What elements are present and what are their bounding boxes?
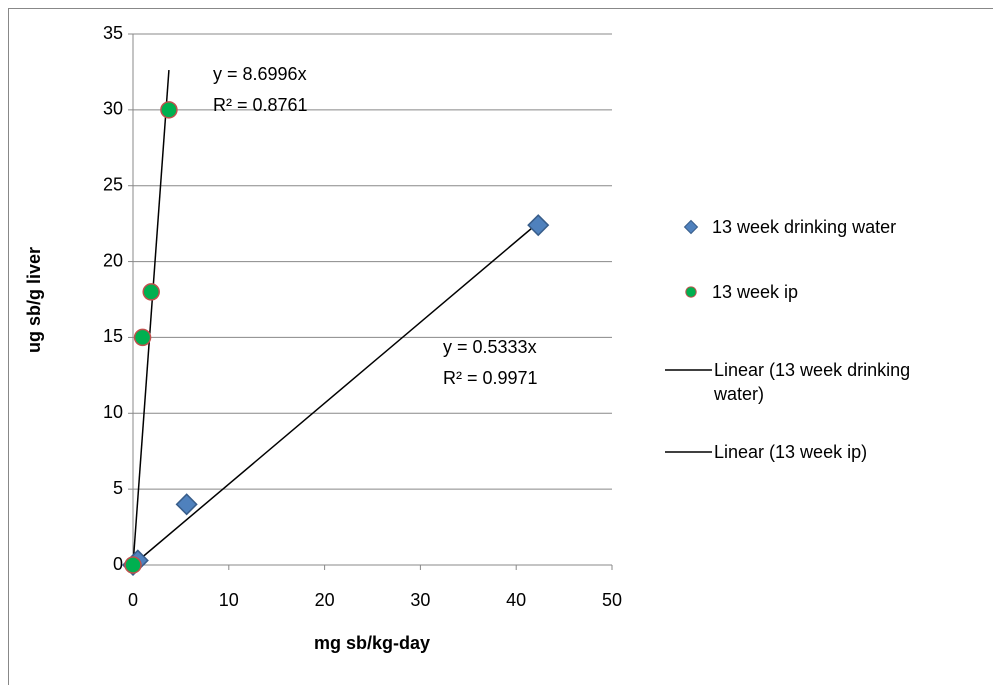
trendline bbox=[132, 222, 539, 566]
x-tick-label: 10 bbox=[219, 590, 239, 610]
y-tick-label: 0 bbox=[113, 554, 123, 574]
trendline-r2: R² = 0.9971 bbox=[443, 368, 538, 388]
x-tick-label: 20 bbox=[315, 590, 335, 610]
x-tick-label: 30 bbox=[410, 590, 430, 610]
legend-label: Linear (13 week ip) bbox=[714, 442, 868, 462]
point bbox=[160, 101, 178, 119]
x-tick-label: 50 bbox=[602, 590, 622, 610]
y-tick-label: 5 bbox=[113, 478, 123, 498]
legend-label: 13 week drinking water bbox=[712, 217, 897, 237]
point bbox=[124, 556, 142, 574]
trendline-equation: y = 8.6996x bbox=[213, 64, 307, 84]
legend-marker bbox=[683, 219, 699, 235]
y-tick-label: 30 bbox=[103, 99, 123, 119]
trendline-equation: y = 0.5333x bbox=[443, 337, 537, 357]
legend-label: 13 week ip bbox=[712, 282, 799, 302]
x-tick-label: 40 bbox=[506, 590, 526, 610]
chart-frame bbox=[8, 8, 993, 685]
point bbox=[527, 214, 550, 237]
trendline bbox=[132, 70, 170, 566]
point bbox=[142, 283, 160, 301]
trendline-r2: R² = 0.8761 bbox=[213, 95, 308, 115]
y-tick-label: 35 bbox=[103, 23, 123, 43]
legend-marker bbox=[685, 286, 697, 298]
y-tick-label: 20 bbox=[103, 250, 123, 270]
legend-label: Linear (13 week drinking water) bbox=[714, 360, 911, 404]
x-tick-label: 0 bbox=[128, 590, 138, 610]
y-tick-label: 10 bbox=[103, 402, 123, 422]
y-tick-label: 25 bbox=[103, 174, 123, 194]
point bbox=[133, 328, 152, 347]
point bbox=[175, 493, 198, 516]
x-axis-title: mg sb/kg-day bbox=[314, 633, 430, 653]
y-tick-label: 15 bbox=[103, 326, 123, 346]
y-axis-title: ug sb/g liver bbox=[24, 247, 44, 353]
